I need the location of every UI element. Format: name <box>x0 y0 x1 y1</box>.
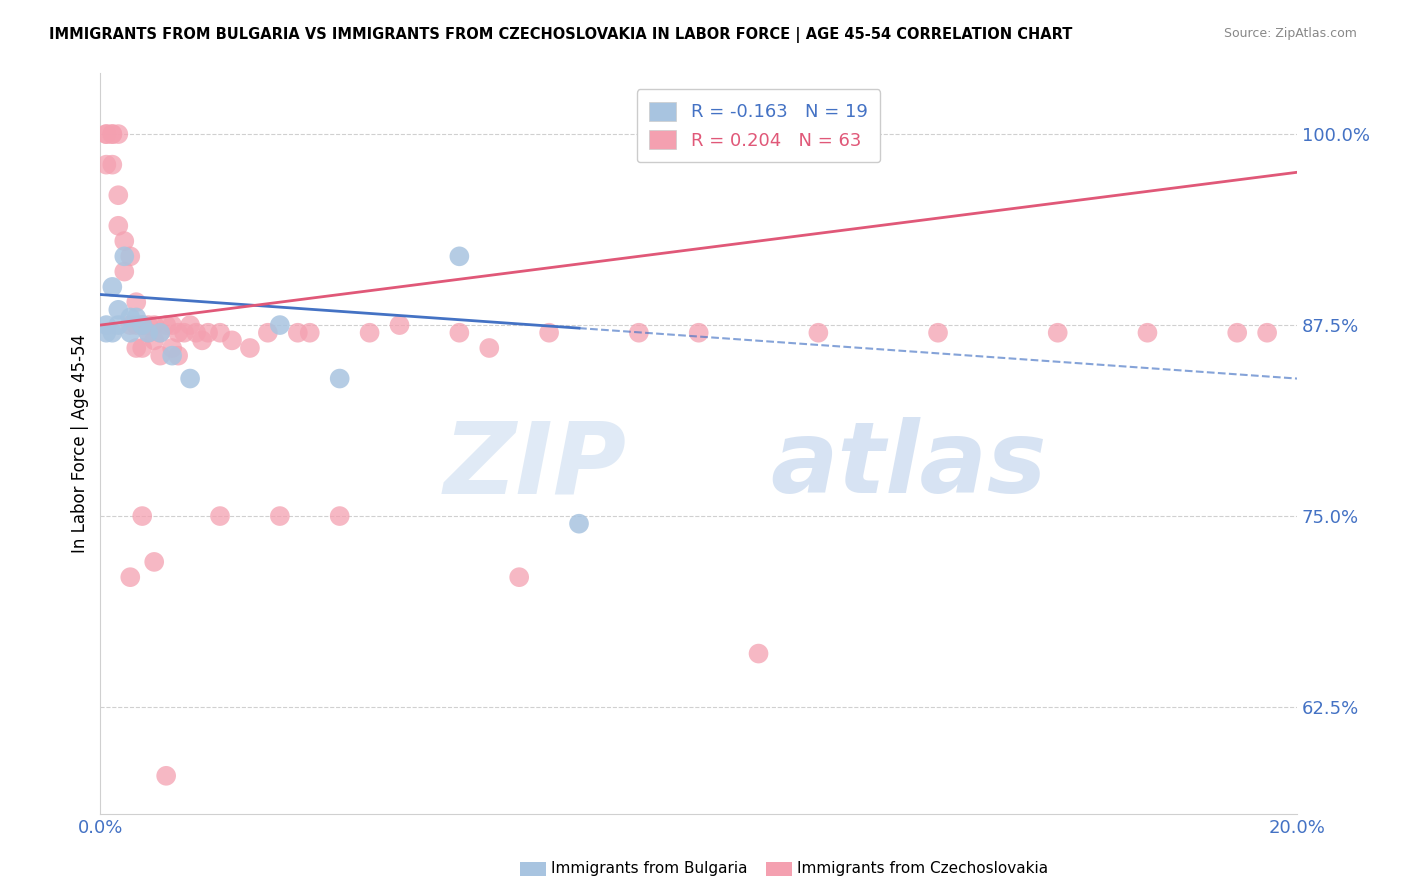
Point <box>269 509 291 524</box>
Point <box>101 326 124 340</box>
Point <box>167 326 190 340</box>
Text: atlas: atlas <box>770 417 1047 514</box>
Point <box>807 326 830 340</box>
Point <box>184 326 207 340</box>
Point <box>568 516 591 531</box>
Point <box>125 295 148 310</box>
Point <box>96 326 118 340</box>
Point <box>101 280 124 294</box>
Point <box>1046 326 1069 340</box>
Point <box>329 509 352 524</box>
Point <box>449 249 471 263</box>
Point <box>131 318 153 332</box>
Point <box>107 127 129 141</box>
Point <box>107 318 129 332</box>
Point <box>167 349 190 363</box>
Point <box>107 219 129 233</box>
Point <box>221 334 243 348</box>
Point <box>160 318 183 332</box>
Point <box>688 326 710 340</box>
Point <box>149 326 172 340</box>
Point <box>125 341 148 355</box>
Point <box>120 318 142 332</box>
Text: ZIP: ZIP <box>444 417 627 514</box>
Point <box>173 326 195 340</box>
Point <box>329 371 352 385</box>
Point <box>120 570 142 584</box>
Point <box>96 318 118 332</box>
Point <box>155 769 177 783</box>
Point <box>101 127 124 141</box>
Point <box>208 326 231 340</box>
Point <box>1136 326 1159 340</box>
Y-axis label: In Labor Force | Age 45-54: In Labor Force | Age 45-54 <box>72 334 89 553</box>
Point <box>269 318 291 332</box>
Point <box>388 318 411 332</box>
Point <box>197 326 219 340</box>
Point <box>112 249 135 263</box>
Point <box>131 341 153 355</box>
Point <box>96 127 118 141</box>
Text: Immigrants from Bulgaria: Immigrants from Bulgaria <box>551 862 748 876</box>
Point <box>136 326 159 340</box>
Point <box>112 264 135 278</box>
Point <box>107 188 129 202</box>
Point <box>131 318 153 332</box>
Point <box>131 509 153 524</box>
Point <box>143 318 166 332</box>
Point <box>478 341 501 355</box>
Point <box>287 326 309 340</box>
Legend: R = -0.163   N = 19, R = 0.204   N = 63: R = -0.163 N = 19, R = 0.204 N = 63 <box>637 89 880 162</box>
Point <box>96 127 118 141</box>
Point <box>149 326 172 340</box>
Point <box>927 326 949 340</box>
Point <box>179 371 201 385</box>
Point <box>508 570 530 584</box>
Point <box>120 249 142 263</box>
Point <box>131 318 153 332</box>
Point <box>449 326 471 340</box>
Point <box>149 349 172 363</box>
Point <box>107 302 129 317</box>
Text: IMMIGRANTS FROM BULGARIA VS IMMIGRANTS FROM CZECHOSLOVAKIA IN LABOR FORCE | AGE : IMMIGRANTS FROM BULGARIA VS IMMIGRANTS F… <box>49 27 1073 43</box>
Point <box>112 234 135 248</box>
Point <box>160 349 183 363</box>
Point <box>120 310 142 325</box>
Text: Immigrants from Czechoslovakia: Immigrants from Czechoslovakia <box>797 862 1049 876</box>
Point <box>136 318 159 332</box>
Point <box>208 509 231 524</box>
Point <box>101 127 124 141</box>
Point <box>257 326 280 340</box>
Point <box>627 326 650 340</box>
Point <box>155 318 177 332</box>
Point <box>125 318 148 332</box>
Point <box>143 334 166 348</box>
Point <box>1226 326 1249 340</box>
Text: Source: ZipAtlas.com: Source: ZipAtlas.com <box>1223 27 1357 40</box>
Point <box>101 158 124 172</box>
Point <box>179 318 201 332</box>
Point <box>239 341 262 355</box>
Point <box>538 326 561 340</box>
Point <box>747 647 769 661</box>
Point <box>298 326 321 340</box>
Point <box>96 158 118 172</box>
Point <box>1256 326 1278 340</box>
Point <box>120 326 142 340</box>
Point <box>143 555 166 569</box>
Point <box>359 326 381 340</box>
Point <box>160 341 183 355</box>
Point <box>191 334 214 348</box>
Point <box>125 310 148 325</box>
Point <box>136 326 159 340</box>
